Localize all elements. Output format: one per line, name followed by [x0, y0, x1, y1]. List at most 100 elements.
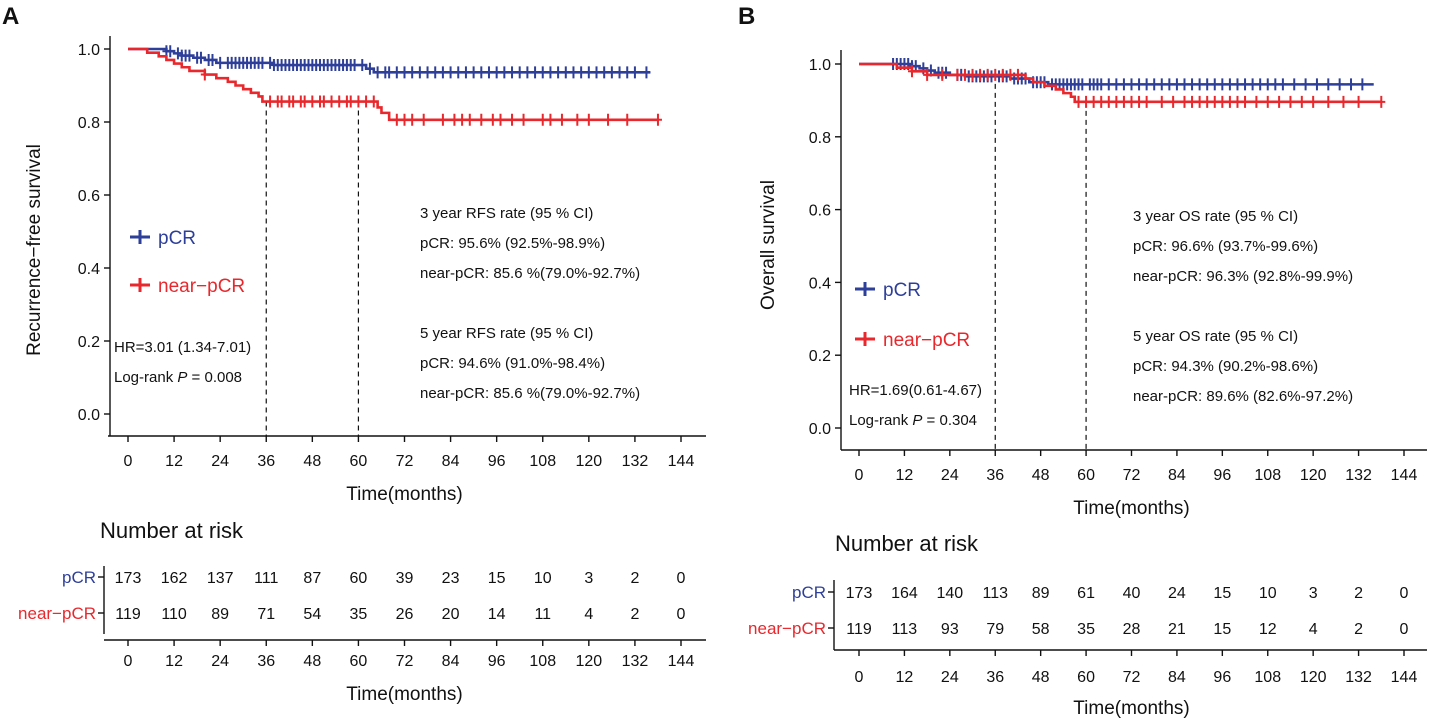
y-tick-label: 0.8 [78, 115, 100, 132]
risk-count-pcr: 40 [1123, 585, 1141, 602]
censor-mark-near-pcr [319, 95, 328, 108]
y-tick-label: 0.6 [809, 203, 831, 220]
censor-mark-near-pcr [477, 113, 486, 126]
censor-mark-pcr [1278, 78, 1287, 91]
risk-count-pcr: 15 [1213, 585, 1231, 602]
censor-mark-near-pcr [1233, 95, 1242, 108]
censor-mark-near-pcr [1309, 95, 1318, 108]
censor-mark-pcr [385, 66, 394, 79]
censor-mark-pcr [454, 66, 463, 79]
censor-mark-near-pcr [266, 95, 275, 108]
censor-mark-near-pcr [1218, 95, 1227, 108]
risk-count-near-pcr: 28 [1123, 621, 1141, 638]
censor-mark-near-pcr [584, 113, 593, 126]
x-tick-label: 48 [1032, 467, 1050, 484]
risk-x-tick-label: 60 [350, 653, 368, 670]
censor-mark-near-pcr [277, 95, 286, 108]
log-rank-text: Log-rank P = 0.304 [849, 412, 977, 429]
censor-mark-near-pcr [354, 95, 363, 108]
legend-label-pcr: pCR [158, 228, 196, 249]
censor-mark-pcr [1335, 78, 1344, 91]
y-tick-label: 0.4 [78, 261, 100, 278]
censor-mark-near-pcr [346, 95, 355, 108]
censor-mark-pcr [365, 62, 374, 75]
censor-mark-near-pcr [362, 95, 371, 108]
censor-mark-pcr [208, 53, 217, 66]
censor-mark-pcr [584, 66, 593, 79]
censor-mark-near-pcr [1263, 95, 1272, 108]
censor-mark-pcr [1188, 78, 1197, 91]
risk-row-label-pcr: pCR [62, 568, 96, 587]
censor-mark-pcr [554, 66, 563, 79]
censor-mark-pcr [642, 66, 651, 79]
censor-mark-pcr [1078, 78, 1087, 91]
censor-mark-near-pcr [623, 113, 632, 126]
censor-mark-pcr [515, 66, 524, 79]
censor-mark-pcr [392, 66, 401, 79]
censor-mark-pcr [1135, 78, 1144, 91]
risk-x-tick-label: 108 [529, 653, 556, 670]
risk-table-title: Number at risk [100, 518, 244, 543]
censor-mark-pcr [600, 66, 609, 79]
risk-count-pcr: 2 [1354, 585, 1363, 602]
annotation-line: 3 year OS rate (95 % CI) [1133, 208, 1298, 225]
censor-mark-near-pcr [408, 113, 417, 126]
censor-mark-near-pcr [991, 68, 1000, 81]
censor-mark-near-pcr [1157, 95, 1166, 108]
risk-count-near-pcr: 0 [1400, 621, 1409, 638]
risk-x-tick-label: 24 [941, 669, 959, 686]
censor-mark-near-pcr [546, 113, 555, 126]
risk-x-tick-label: 48 [303, 653, 321, 670]
risk-count-pcr: 10 [534, 570, 552, 587]
risk-x-tick-label: 108 [1254, 669, 1281, 686]
y-tick-label: 0.8 [809, 130, 831, 147]
censor-mark-pcr [1271, 78, 1280, 91]
censor-mark-near-pcr [1195, 95, 1204, 108]
risk-x-tick-label: 72 [1123, 669, 1141, 686]
y-tick-label: 0.2 [809, 348, 831, 365]
x-tick-label: 108 [529, 453, 556, 470]
risk-row-label-pcr: pCR [792, 583, 826, 602]
censor-mark-near-pcr [1006, 68, 1015, 81]
x-tick-label: 72 [1123, 467, 1141, 484]
risk-count-pcr: 2 [630, 570, 639, 587]
risk-count-near-pcr: 2 [1354, 621, 1363, 638]
risk-table-title: Number at risk [835, 531, 979, 556]
risk-count-pcr: 87 [303, 570, 321, 587]
risk-row-label-near-pcr: near−pCR [748, 619, 826, 638]
risk-x-axis-title: Time(months) [1073, 698, 1189, 719]
annotation-line: pCR: 95.6% (92.5%-98.9%) [420, 235, 605, 252]
censor-mark-near-pcr [1286, 95, 1295, 108]
x-tick-label: 12 [896, 467, 914, 484]
censor-mark-pcr [1263, 78, 1272, 91]
censor-mark-near-pcr [998, 68, 1007, 81]
risk-count-pcr: 111 [254, 570, 278, 587]
censor-mark-pcr [266, 56, 275, 69]
censor-mark-near-pcr [1074, 95, 1083, 108]
censor-mark-near-pcr [1241, 95, 1250, 108]
censor-mark-pcr [623, 66, 632, 79]
risk-count-near-pcr: 58 [1032, 621, 1050, 638]
censor-mark-pcr [1150, 78, 1159, 91]
risk-x-tick-label: 144 [668, 653, 695, 670]
risk-count-near-pcr: 79 [986, 621, 1004, 638]
censor-mark-pcr [523, 66, 532, 79]
censor-mark-near-pcr [1225, 95, 1234, 108]
risk-x-tick-label: 24 [211, 653, 229, 670]
risk-x-tick-label: 48 [1032, 669, 1050, 686]
censor-mark-near-pcr [573, 113, 582, 126]
censor-mark-near-pcr [1180, 95, 1189, 108]
censor-mark-near-pcr [392, 113, 401, 126]
risk-count-near-pcr: 26 [396, 606, 414, 623]
risk-x-tick-label: 0 [855, 669, 864, 686]
censor-mark-near-pcr [465, 113, 474, 126]
risk-x-tick-label: 120 [575, 653, 602, 670]
censor-mark-pcr [1256, 78, 1265, 91]
censor-mark-pcr [1142, 78, 1151, 91]
risk-count-pcr: 15 [488, 570, 506, 587]
panel-a-recurrence-free-survival: A0.00.20.40.60.81.00 12 24 36 48 60 72 84 96 108 1… [2, 3, 706, 705]
censor-mark-pcr [942, 66, 951, 79]
risk-count-pcr: 0 [677, 570, 686, 587]
censor-mark-near-pcr [907, 65, 916, 78]
